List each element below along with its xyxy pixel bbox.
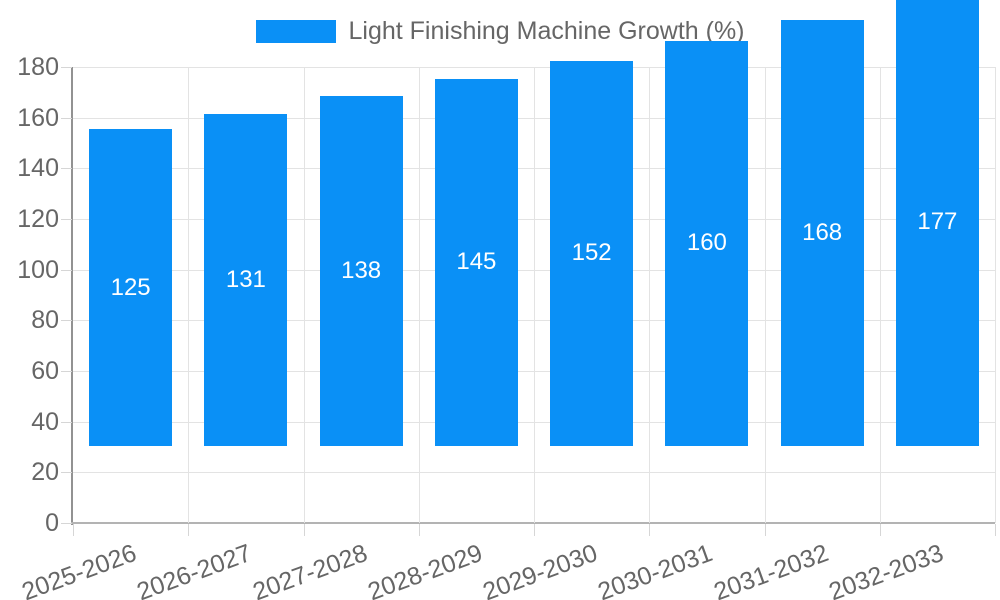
- y-tick: [61, 371, 72, 372]
- bar-value-label: 125: [110, 273, 151, 301]
- bar[interactable]: 168: [780, 20, 864, 446]
- x-tick: [879, 524, 881, 536]
- y-axis-label: 100: [17, 255, 59, 284]
- legend-swatch: [255, 19, 336, 43]
- y-axis-label: 60: [31, 357, 59, 385]
- x-axis-label: 2028-2029: [364, 539, 486, 600]
- bar-value-label: 152: [571, 239, 612, 267]
- x-tick: [764, 524, 766, 536]
- y-axis-label: 120: [17, 205, 59, 233]
- y-tick: [61, 523, 72, 524]
- x-tick: [649, 524, 651, 536]
- x-axis-label: 2030-2031: [594, 539, 717, 600]
- v-gridline: [764, 67, 766, 523]
- y-axis-label: 80: [31, 306, 59, 335]
- x-tick: [73, 524, 74, 536]
- bar[interactable]: 152: [550, 60, 634, 446]
- y-tick: [61, 472, 72, 474]
- bar[interactable]: 138: [319, 96, 403, 446]
- y-tick: [61, 421, 72, 423]
- y-axis-line: [71, 67, 73, 525]
- bar-value-label: 145: [456, 248, 497, 276]
- y-axis-label: 180: [17, 53, 59, 81]
- x-tick: [418, 524, 420, 536]
- x-tick: [188, 524, 190, 536]
- y-tick: [61, 168, 72, 170]
- bar[interactable]: 145: [434, 78, 518, 446]
- v-gridline: [879, 67, 881, 523]
- v-gridline: [649, 67, 651, 523]
- bar[interactable]: 125: [89, 129, 173, 446]
- y-tick: [61, 219, 72, 220]
- v-gridline: [418, 67, 420, 523]
- x-axis-label: 2025-2026: [18, 539, 141, 600]
- x-axis-label: 2027-2028: [248, 539, 371, 600]
- x-axis-label: 2031-2032: [709, 539, 832, 600]
- v-gridline: [188, 67, 190, 523]
- bar[interactable]: 160: [665, 40, 749, 446]
- y-axis-label: 140: [17, 154, 59, 183]
- plot-area: 125 131 138 145 152 160 168 177: [73, 0, 996, 523]
- x-axis-label: 2026-2027: [133, 539, 256, 600]
- bar[interactable]: 131: [204, 114, 288, 446]
- bar-value-label: 138: [341, 257, 382, 285]
- bar-value-label: 177: [917, 207, 958, 235]
- bar-value-label: 168: [802, 219, 843, 247]
- legend[interactable]: Light Finishing Machine Growth (%): [0, 16, 1000, 46]
- x-axis-label: 2029-2030: [479, 539, 602, 600]
- bar-value-label: 131: [225, 266, 266, 294]
- y-tick: [61, 67, 72, 68]
- legend-label: Light Finishing Machine Growth (%): [348, 16, 745, 45]
- x-axis-label: 2032-2033: [825, 539, 947, 600]
- x-tick: [303, 524, 305, 536]
- y-axis-label: 40: [31, 407, 59, 436]
- bar-value-label: 160: [686, 229, 727, 257]
- x-axis-line: [71, 522, 995, 524]
- v-gridline: [995, 67, 996, 523]
- y-axis-label: 160: [17, 103, 59, 132]
- v-gridline: [303, 67, 305, 523]
- y-axis-label: 0: [45, 509, 59, 537]
- y-tick: [61, 269, 72, 271]
- y-tick: [61, 117, 72, 119]
- v-gridline: [534, 67, 535, 523]
- x-tick: [995, 524, 996, 536]
- y-tick: [61, 320, 72, 322]
- x-tick: [534, 524, 535, 536]
- y-axis-label: 20: [31, 458, 59, 487]
- bar[interactable]: 177: [895, 0, 979, 446]
